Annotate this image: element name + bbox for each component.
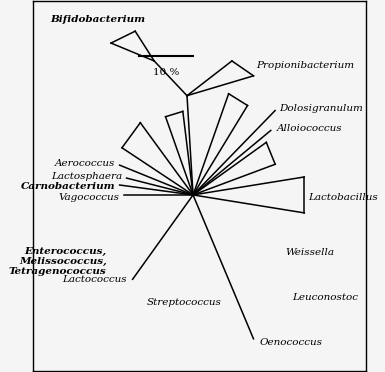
Text: Alloiococcus: Alloiococcus (277, 124, 342, 133)
Text: Vagococcus: Vagococcus (59, 193, 120, 202)
Text: Lactococcus: Lactococcus (62, 275, 127, 284)
Text: Leuconostoc: Leuconostoc (292, 293, 358, 302)
Text: Oenococcus: Oenococcus (259, 338, 323, 347)
Text: Bifidobacterium: Bifidobacterium (50, 15, 146, 24)
Text: Aerococcus: Aerococcus (55, 159, 116, 168)
Text: Lactosphaera: Lactosphaera (51, 171, 122, 180)
Text: Enterococcus,
Melissococcus,
Tetragenococcus: Enterococcus, Melissococcus, Tetragenoco… (9, 247, 107, 276)
Text: 10 %: 10 % (153, 68, 179, 77)
Text: Streptococcus: Streptococcus (147, 298, 222, 307)
Text: Propionibacterium: Propionibacterium (256, 61, 354, 70)
Text: Lactobacillus: Lactobacillus (308, 193, 378, 202)
Text: Dolosigranulum: Dolosigranulum (280, 104, 363, 113)
Text: Weissella: Weissella (285, 248, 335, 257)
Text: Carnobacterium: Carnobacterium (21, 182, 116, 190)
